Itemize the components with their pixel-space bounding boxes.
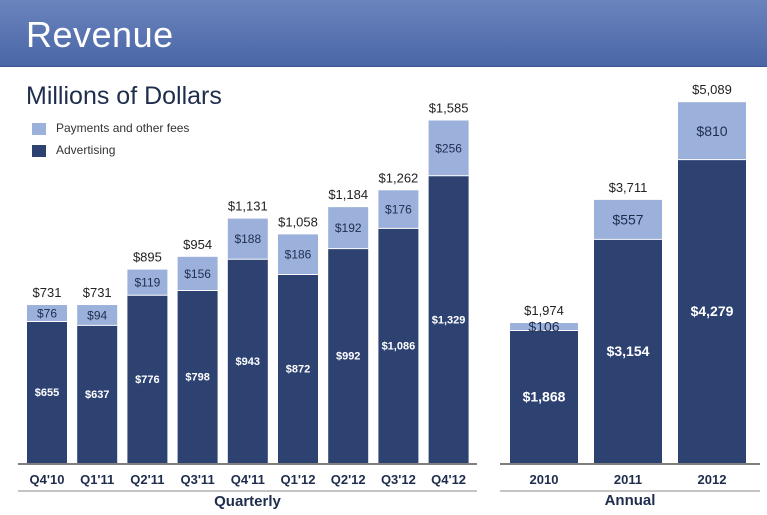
annual-tick-label: 2012 (698, 472, 727, 487)
quarterly-label-total: $1,058 (278, 214, 318, 229)
quarterly-label-payments: $192 (335, 221, 362, 235)
quarterly-label-total: $954 (183, 237, 212, 252)
legend-label-advertising: Advertising (56, 143, 116, 157)
annual-bar-advertising (678, 159, 746, 463)
quarterly-bar-payments (177, 256, 218, 291)
quarterly-tick-label: Q3'12 (381, 472, 416, 487)
chart-title: Revenue (26, 14, 174, 55)
annual-label-total: $3,711 (609, 180, 648, 195)
quarterly-bar-advertising (177, 290, 218, 463)
quarterly-label-advertising: $655 (35, 387, 59, 399)
quarterly-tick-label: Q4'11 (231, 472, 265, 487)
quarterly-bar-payments (77, 305, 118, 326)
quarterly-label-total: $1,585 (429, 100, 469, 115)
annual-tick-label: 2011 (614, 472, 642, 487)
chart-subtitle: Millions of Dollars (26, 82, 222, 110)
quarterly-label-total: $731 (33, 285, 62, 300)
annual-label-payments: $810 (696, 123, 727, 139)
annual-bar-advertising (594, 239, 662, 463)
annual-label-payments: $106 (528, 319, 559, 335)
annual-label-advertising: $1,868 (523, 389, 566, 405)
quarterly-bar-advertising (127, 295, 168, 463)
quarterly-bar-payments (378, 190, 419, 229)
quarterly-label-payments: $176 (385, 202, 412, 216)
annual-axis-label: Annual (605, 492, 656, 509)
annual-label-payments: $557 (612, 212, 643, 228)
quarterly-label-payments: $256 (435, 141, 462, 155)
quarterly-label-advertising: $776 (135, 374, 159, 386)
quarterly-label-advertising: $992 (336, 351, 360, 363)
annual-bar-payments (678, 102, 746, 160)
quarterly-label-payments: $186 (285, 248, 312, 262)
legend-label-payments: Payments and other fees (56, 121, 190, 135)
annual-label-advertising: $3,154 (607, 343, 650, 359)
quarterly-bar-advertising (328, 248, 369, 463)
quarterly-label-advertising: $637 (85, 389, 109, 401)
quarterly-label-advertising: $1,329 (432, 314, 466, 326)
quarterly-tick-label: Q4'10 (30, 472, 65, 487)
quarterly-bar-payments (227, 218, 268, 260)
quarterly-tick-label: Q4'12 (431, 472, 466, 487)
quarterly-bar-payments (27, 305, 67, 322)
quarterly-tick-label: Q1'11 (80, 472, 114, 487)
annual-tick-label: 2010 (530, 472, 559, 487)
quarterly-bar-payments (127, 269, 168, 296)
quarterly-bar-advertising (77, 325, 118, 463)
quarterly-label-advertising: $798 (185, 372, 209, 384)
quarterly-axis-label: Quarterly (214, 493, 281, 510)
annual-label-total: $1,974 (524, 303, 564, 318)
annual-label-total: $5,089 (692, 82, 732, 97)
quarterly-label-advertising: $1,086 (382, 341, 416, 353)
legend-swatch-advertising (32, 145, 46, 157)
quarterly-label-payments: $188 (234, 232, 261, 246)
quarterly-tick-label: Q1'12 (281, 472, 316, 487)
quarterly-label-total: $895 (133, 250, 162, 265)
quarterly-label-payments: $119 (134, 276, 160, 290)
quarterly-tick-label: Q2'12 (331, 472, 366, 487)
quarterly-label-total: $1,262 (379, 170, 419, 185)
quarterly-label-total: $1,131 (228, 199, 268, 214)
quarterly-label-payments: $76 (37, 306, 57, 320)
quarterly-bar-payments (428, 120, 469, 176)
annual-bar-payments (594, 199, 662, 240)
quarterly-label-payments: $94 (87, 308, 107, 322)
quarterly-bar-payments (328, 207, 369, 249)
quarterly-bar-advertising (428, 175, 469, 463)
annual-bar-advertising (510, 330, 578, 463)
quarterly-bar-advertising (378, 228, 419, 463)
legend-swatch-payments (32, 123, 46, 135)
quarterly-label-payments: $156 (184, 267, 211, 281)
quarterly-label-advertising: $872 (286, 364, 310, 376)
annual-bar-payments (510, 323, 578, 331)
quarterly-bar-payments (278, 234, 318, 275)
quarterly-tick-label: Q3'11 (181, 472, 215, 487)
quarterly-bar-advertising (27, 321, 67, 463)
quarterly-label-advertising: $943 (236, 356, 260, 368)
annual-label-advertising: $4,279 (691, 303, 734, 319)
title-banner: Revenue (0, 0, 767, 67)
quarterly-label-total: $1,184 (328, 187, 368, 202)
quarterly-tick-label: Q2'11 (130, 472, 164, 487)
quarterly-bar-advertising (227, 259, 268, 463)
quarterly-label-total: $731 (83, 285, 112, 300)
quarterly-bar-advertising (278, 274, 318, 463)
